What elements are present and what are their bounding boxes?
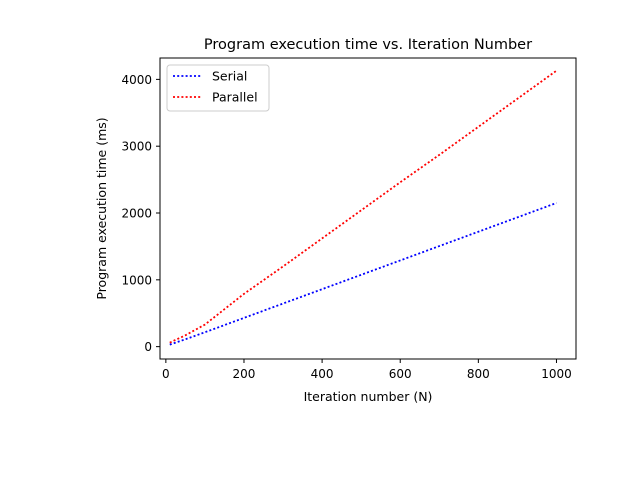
x-tick-label: 400 xyxy=(311,367,334,381)
x-tick-label: 1000 xyxy=(541,367,572,381)
legend-label-parallel: Parallel xyxy=(212,90,258,105)
y-axis-label: Program execution time (ms) xyxy=(94,117,109,299)
legend-box xyxy=(166,64,270,112)
plot-frame xyxy=(159,57,577,360)
series-line-serial xyxy=(169,202,557,346)
y-tick-label: 1000 xyxy=(121,273,152,287)
y-tick-label: 4000 xyxy=(121,73,152,87)
x-axis-label: Iteration number (N) xyxy=(304,389,433,404)
y-tick-label: 3000 xyxy=(121,140,152,154)
y-tick-label: 2000 xyxy=(121,207,152,221)
x-tick-label: 200 xyxy=(233,367,256,381)
y-tick-label: 0 xyxy=(144,340,152,354)
legend: Serial Parallel xyxy=(166,64,270,112)
legend-label-serial: Serial xyxy=(212,69,247,84)
x-axis-ticks: 0 200 400 600 800 1000 xyxy=(162,359,572,381)
y-axis-ticks: 0 1000 2000 3000 4000 xyxy=(121,73,160,354)
chart-title: Program execution time vs. Iteration Num… xyxy=(204,37,532,53)
x-tick-label: 600 xyxy=(389,367,412,381)
x-tick-label: 0 xyxy=(162,367,170,381)
x-tick-label: 800 xyxy=(467,367,490,381)
series-layer xyxy=(169,69,557,346)
